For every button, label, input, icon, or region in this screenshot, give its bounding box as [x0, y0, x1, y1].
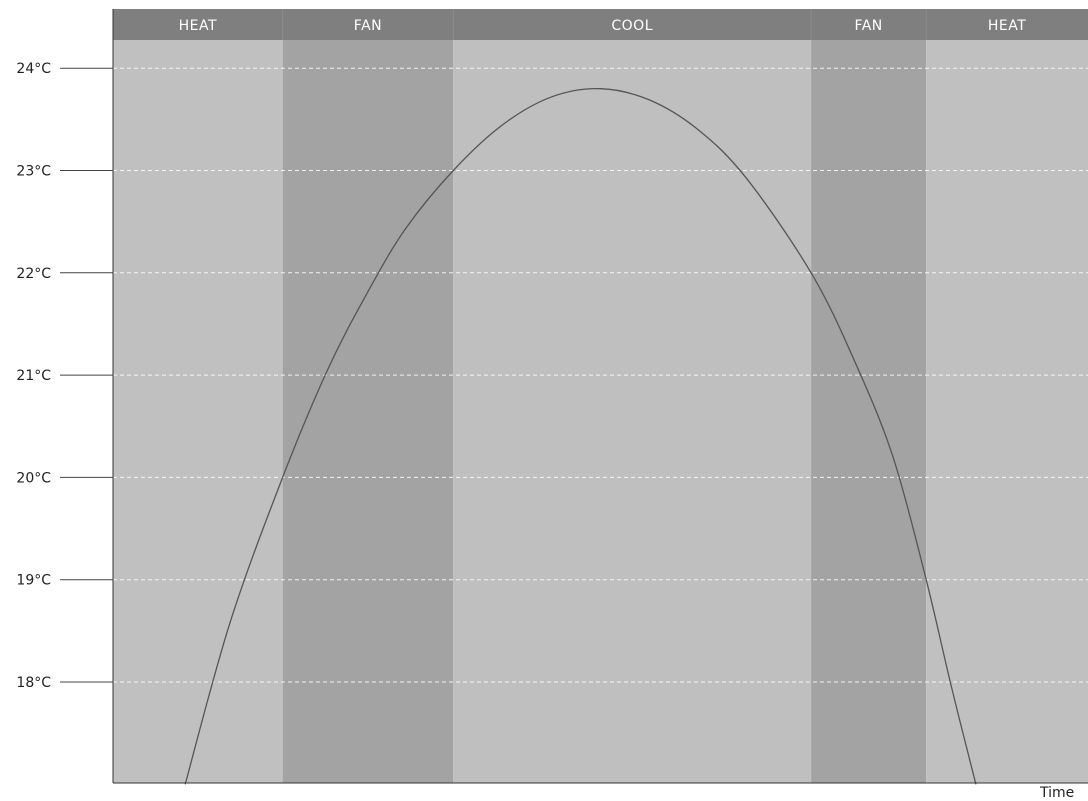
- y-tick-label: 24°C: [16, 61, 51, 77]
- y-tick-label: 19°C: [16, 573, 51, 589]
- y-tick-label: 21°C: [16, 368, 51, 384]
- x-axis-label: Time: [1039, 785, 1074, 801]
- header-bar-background: [113, 9, 1088, 40]
- mode-bands: [113, 40, 1088, 783]
- band-fan-1: [282, 40, 454, 783]
- y-tick-label: 20°C: [16, 470, 51, 486]
- mode-header-bar: HEAT FAN COOL FAN HEAT: [113, 9, 1088, 40]
- y-tick-label: 18°C: [16, 675, 51, 691]
- temperature-curve: [184, 87, 977, 785]
- band-label-fan: FAN: [354, 18, 382, 34]
- band-heat-4: [926, 40, 1088, 783]
- y-tick-label: 23°C: [16, 164, 51, 180]
- y-axis: 24°C 23°C 22°C 21°C 20°C 19°C 18°C: [16, 61, 113, 691]
- band-heat-0: [113, 40, 283, 783]
- band-label-heat: HEAT: [988, 18, 1026, 34]
- y-tick-label: 22°C: [16, 266, 51, 282]
- band-fan-3: [811, 40, 927, 783]
- band-cool-2: [453, 40, 812, 783]
- gridlines: [113, 67, 1088, 683]
- band-label-heat: HEAT: [179, 18, 217, 34]
- band-label-fan: FAN: [854, 18, 882, 34]
- band-label-cool: COOL: [611, 18, 653, 34]
